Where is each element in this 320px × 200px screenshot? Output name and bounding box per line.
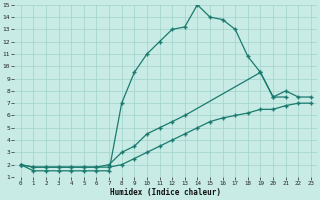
X-axis label: Humidex (Indice chaleur): Humidex (Indice chaleur) (110, 188, 221, 197)
